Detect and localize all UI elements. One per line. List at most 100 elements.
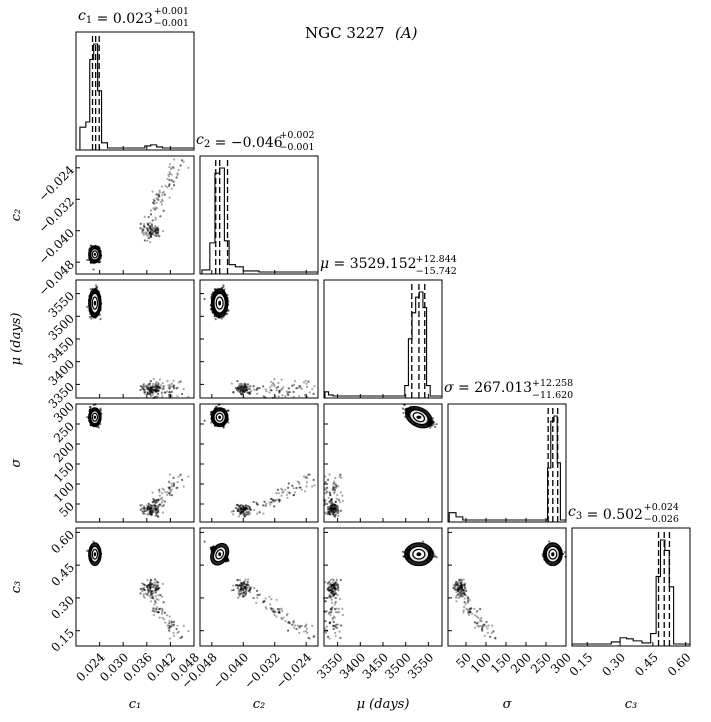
sample-point <box>147 215 150 219</box>
param-title-minus-mu: −15.742 <box>416 266 457 277</box>
sample-point <box>240 392 243 396</box>
sample-point <box>306 385 309 388</box>
sample-point <box>299 386 302 389</box>
sample-point <box>141 229 144 232</box>
histogram-c1 <box>79 43 194 150</box>
sample-point <box>149 231 152 234</box>
sample-point <box>269 386 272 389</box>
sample-point <box>278 391 281 394</box>
sample-point <box>156 233 160 237</box>
sample-point <box>154 389 157 392</box>
sample-point <box>169 167 173 171</box>
sample-point <box>269 389 273 392</box>
sample-point <box>154 208 157 211</box>
sample-point <box>167 175 170 178</box>
sample-point <box>148 233 151 236</box>
sample-point <box>154 230 157 233</box>
param-title-mu: μ = 3529.152 <box>320 256 417 272</box>
sample-point <box>146 229 150 232</box>
param-title-plus-mu: +12.844 <box>416 254 457 265</box>
sample-point <box>284 395 287 398</box>
sample-point <box>157 389 160 392</box>
sample-point <box>141 228 144 231</box>
sample-point <box>164 184 167 187</box>
sample-point <box>154 229 157 232</box>
sample-point <box>172 158 176 161</box>
sample-point <box>149 230 152 233</box>
sample-point <box>154 206 157 209</box>
sample-point <box>176 480 179 484</box>
sample-point <box>155 226 158 229</box>
sample-point <box>143 388 146 391</box>
sample-point <box>153 229 156 232</box>
sample-point <box>150 234 153 237</box>
param-title-minus-c1: −0.001 <box>154 18 189 29</box>
sample-point <box>168 473 171 476</box>
sample-point <box>146 227 149 231</box>
sample-point <box>155 380 158 383</box>
sample-point <box>162 385 165 388</box>
sample-point <box>146 386 149 389</box>
sample-point <box>162 387 166 391</box>
sample-point <box>172 184 176 187</box>
sample-point <box>139 227 142 230</box>
sample-point <box>94 284 98 287</box>
sample-point <box>175 387 178 390</box>
sample-point <box>220 317 223 320</box>
sample-point <box>149 387 153 390</box>
sample-point <box>152 201 155 205</box>
panel-frame <box>75 31 195 151</box>
sample-point <box>161 230 164 233</box>
sample-point <box>170 385 173 388</box>
sample-point <box>179 164 182 167</box>
figure-title: NGC 3227 (A) <box>305 24 418 42</box>
sample-point <box>153 199 156 202</box>
sample-point <box>158 191 161 194</box>
sample-point <box>273 378 276 381</box>
sample-point <box>149 235 152 239</box>
sample-point <box>298 384 301 387</box>
sample-point <box>140 231 144 234</box>
sample-point <box>154 230 157 233</box>
sample-point <box>248 392 251 396</box>
sample-point <box>97 426 100 429</box>
sample-point <box>170 187 173 190</box>
sample-point <box>160 501 164 504</box>
sample-point <box>276 385 279 389</box>
sample-point <box>154 218 157 221</box>
sample-point <box>139 385 142 388</box>
sample-point <box>287 393 290 397</box>
sample-point <box>141 387 144 390</box>
sample-point <box>152 389 155 392</box>
sample-point <box>161 395 164 398</box>
sample-point <box>145 232 148 235</box>
sample-point <box>146 239 149 242</box>
sample-point <box>270 384 273 387</box>
sample-point <box>175 176 178 179</box>
sample-point <box>148 221 152 224</box>
sample-point <box>149 391 152 394</box>
sample-point <box>146 223 150 226</box>
sample-point <box>308 391 311 394</box>
sample-point <box>312 392 315 396</box>
sample-point <box>148 232 151 235</box>
sample-point <box>180 392 184 396</box>
sample-point <box>168 184 171 187</box>
sample-point <box>147 388 150 391</box>
sample-point <box>264 388 267 391</box>
sample-point <box>142 225 146 228</box>
sample-point <box>168 172 172 176</box>
sample-point <box>246 382 249 386</box>
sample-point <box>170 395 173 398</box>
sample-point <box>149 380 152 383</box>
sample-point <box>153 226 156 230</box>
contour-core <box>93 300 97 306</box>
sample-point <box>143 215 146 218</box>
sample-point <box>172 387 176 390</box>
sample-point <box>203 297 206 301</box>
sample-point <box>288 390 291 394</box>
sample-point <box>298 395 301 398</box>
sample-point <box>172 384 175 387</box>
sample-point <box>302 381 306 384</box>
